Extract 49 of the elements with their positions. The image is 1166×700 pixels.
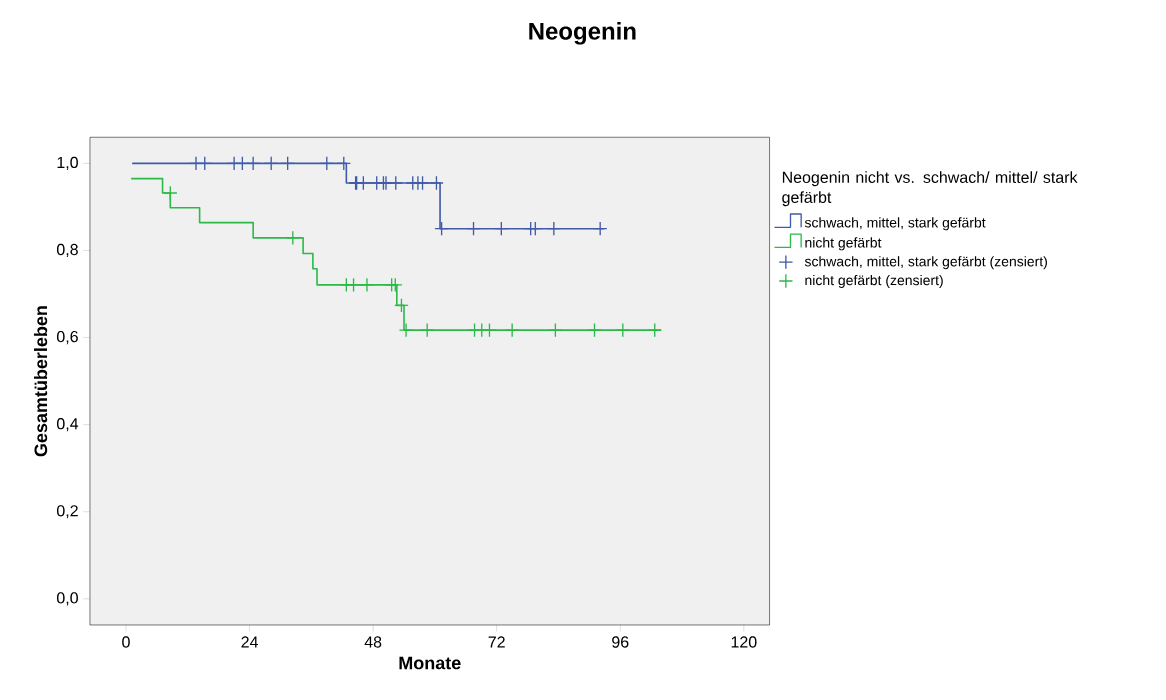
x-tick-label: 24 [241, 636, 258, 648]
y-tick-label: 0,4 [56, 418, 79, 432]
x-tick-label: 0 [122, 636, 130, 648]
point [504, 323, 520, 338]
point [493, 221, 509, 237]
point [587, 323, 602, 338]
chart-title: Neogenin [529, 22, 636, 45]
point [429, 175, 444, 191]
point [527, 221, 543, 237]
point [546, 221, 562, 237]
y-axis-title: Gesamtüberleben [33, 306, 48, 457]
point [388, 175, 404, 191]
legend-label: nicht gefärbt [805, 237, 882, 251]
point [466, 221, 481, 237]
point [162, 185, 178, 201]
point [419, 323, 435, 338]
y-tick-label: 0,0 [56, 592, 78, 606]
point [346, 277, 361, 293]
point [245, 156, 261, 171]
x-axis-title: Monate [399, 657, 461, 670]
point [280, 156, 295, 171]
legend-label: nicht gefärbt (zensiert) [805, 275, 943, 289]
point [548, 323, 563, 338]
legend-label: schwach, mittel, stark gefärbt (zensiert) [804, 256, 1047, 270]
x-tick-label: 96 [612, 636, 629, 648]
point [592, 221, 608, 237]
point [235, 156, 250, 171]
point [394, 298, 409, 313]
point [285, 230, 301, 246]
point [263, 156, 279, 171]
point [647, 323, 663, 338]
point [336, 156, 352, 171]
y-tick-label: 0,8 [56, 244, 78, 258]
x-tick-label: 48 [364, 636, 382, 648]
y-tick-label: 1,0 [57, 156, 78, 171]
y-tick-label: 0,2 [56, 505, 78, 519]
point [434, 221, 449, 237]
point [319, 156, 335, 171]
x-tick-label: 72 [488, 636, 505, 648]
legend-title: Neogenin nicht vs. schwach/ mittel/ stark gefärbt [782, 171, 1078, 207]
point [359, 277, 375, 293]
y-tick-label: 0,6 [56, 331, 78, 345]
point [398, 323, 414, 338]
x-tick-label: 120 [731, 636, 757, 648]
point [387, 277, 403, 293]
point [197, 156, 213, 171]
point [615, 323, 631, 338]
point [482, 323, 497, 338]
legend-label: schwach, mittel, stark gefärbt [804, 217, 986, 231]
